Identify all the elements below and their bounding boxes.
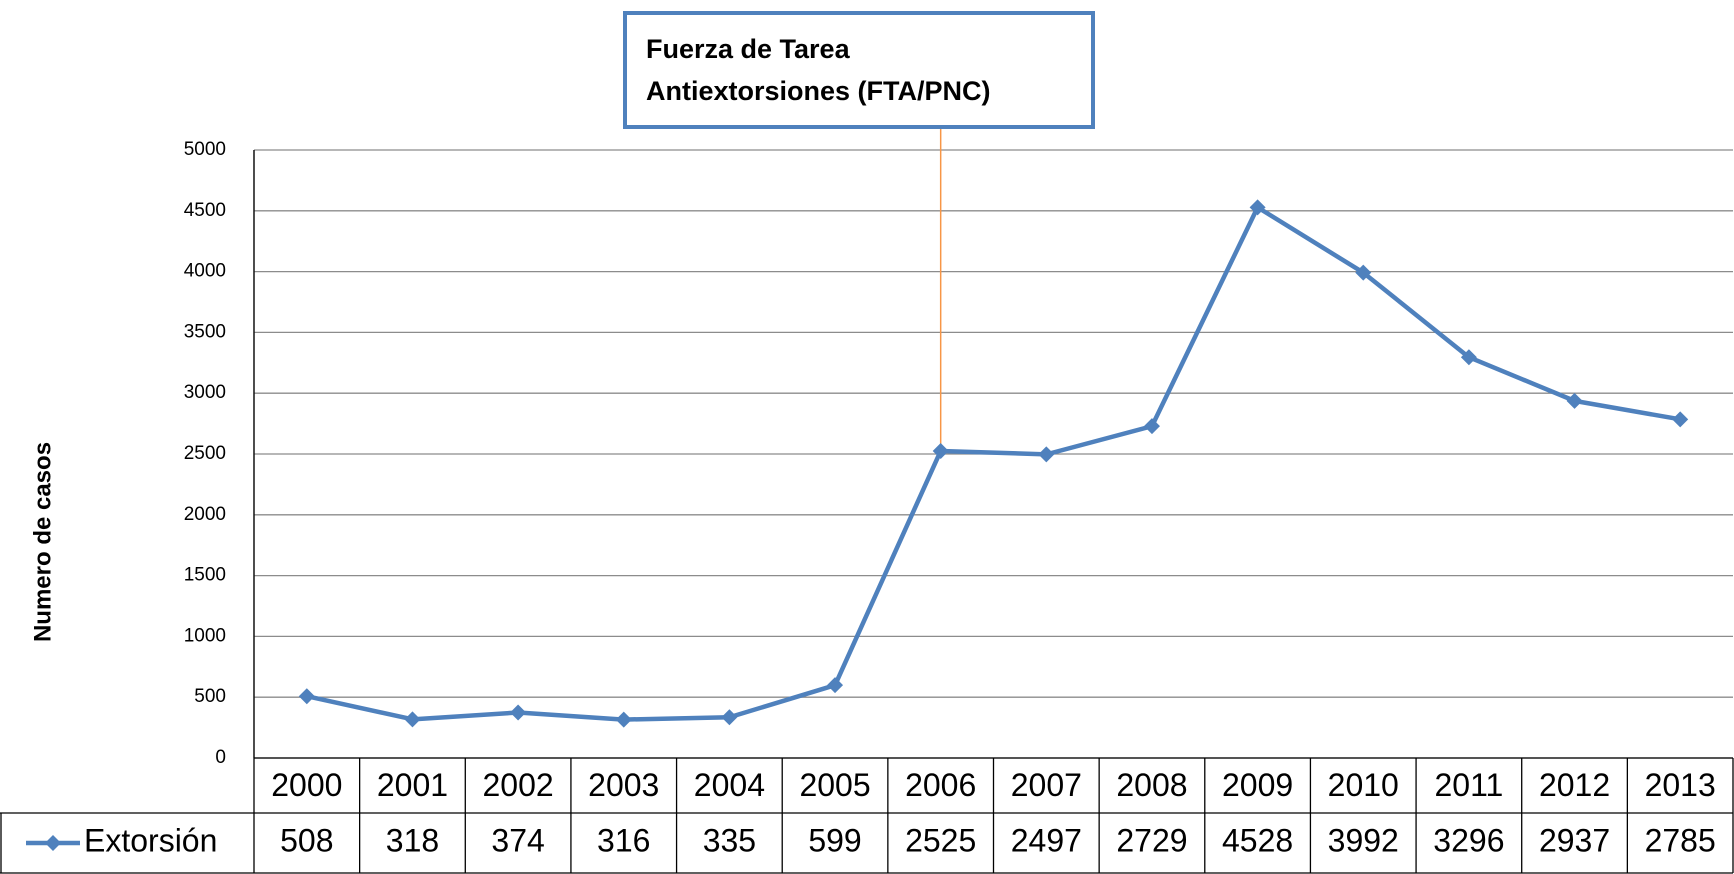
table-value: 3992	[1328, 822, 1399, 858]
x-tick-label: 2008	[1116, 767, 1187, 803]
marker	[298, 688, 315, 705]
y-tick-label: 0	[215, 747, 226, 768]
x-tick-label: 2003	[588, 767, 659, 803]
x-tick-label: 2010	[1328, 767, 1399, 803]
marker	[827, 677, 844, 694]
table-value: 599	[808, 822, 861, 858]
table-value: 318	[386, 822, 439, 858]
marker	[1143, 418, 1160, 435]
x-tick-label: 2004	[694, 767, 765, 803]
table-value: 335	[703, 822, 756, 858]
marker	[1566, 392, 1583, 409]
marker	[404, 711, 421, 728]
marker	[721, 709, 738, 726]
x-tick-label: 2007	[1011, 767, 1082, 803]
table-value: 316	[597, 822, 650, 858]
annotation-text: Fuerza de Tarea	[646, 34, 851, 64]
marker	[1672, 411, 1689, 428]
table-value: 3296	[1433, 822, 1504, 858]
y-tick-label: 500	[194, 686, 226, 707]
series-line	[306, 205, 1681, 722]
y-tick-label: 2000	[184, 504, 226, 525]
x-tick-label: 2013	[1645, 767, 1716, 803]
marker	[1249, 199, 1266, 216]
annotation-box	[623, 11, 1095, 129]
y-tick-label: 2500	[184, 443, 226, 464]
marker	[932, 442, 949, 459]
y-axis-label: Numero de casos	[29, 442, 56, 642]
y-tick-label: 4500	[184, 200, 226, 221]
y-tick-label: 3500	[184, 321, 226, 342]
x-tick-label: 2012	[1539, 767, 1610, 803]
x-tick-label: 2002	[483, 767, 554, 803]
x-tick-label: 2009	[1222, 767, 1293, 803]
y-tick-label: 1000	[184, 625, 226, 646]
y-tick-label: 1500	[184, 565, 226, 586]
table-value: 2497	[1011, 822, 1082, 858]
x-tick-label: 2011	[1434, 767, 1503, 803]
table-value: 2937	[1539, 822, 1610, 858]
marker	[1038, 446, 1055, 463]
marker	[1355, 264, 1372, 281]
y-tick-label: 3000	[184, 382, 226, 403]
legend-marker	[45, 835, 61, 851]
marker	[1460, 349, 1477, 366]
table-value: 508	[280, 822, 333, 858]
x-tick-label: 2001	[377, 767, 448, 803]
x-tick-label: 2000	[271, 767, 342, 803]
table-value: 2525	[905, 822, 976, 858]
marker	[615, 711, 632, 728]
annotation-text: Antiextorsiones (FTA/PNC)	[646, 76, 991, 106]
table-value: 4528	[1222, 822, 1293, 858]
x-tick-label: 2005	[799, 767, 870, 803]
table-value: 2729	[1116, 822, 1187, 858]
legend-label: Extorsión	[84, 822, 217, 858]
marker	[510, 704, 527, 721]
y-tick-label: 5000	[184, 139, 226, 160]
table-value: 374	[491, 822, 544, 858]
table-value: 2785	[1645, 822, 1716, 858]
x-tick-label: 2006	[905, 767, 976, 803]
y-tick-label: 4000	[184, 261, 226, 282]
